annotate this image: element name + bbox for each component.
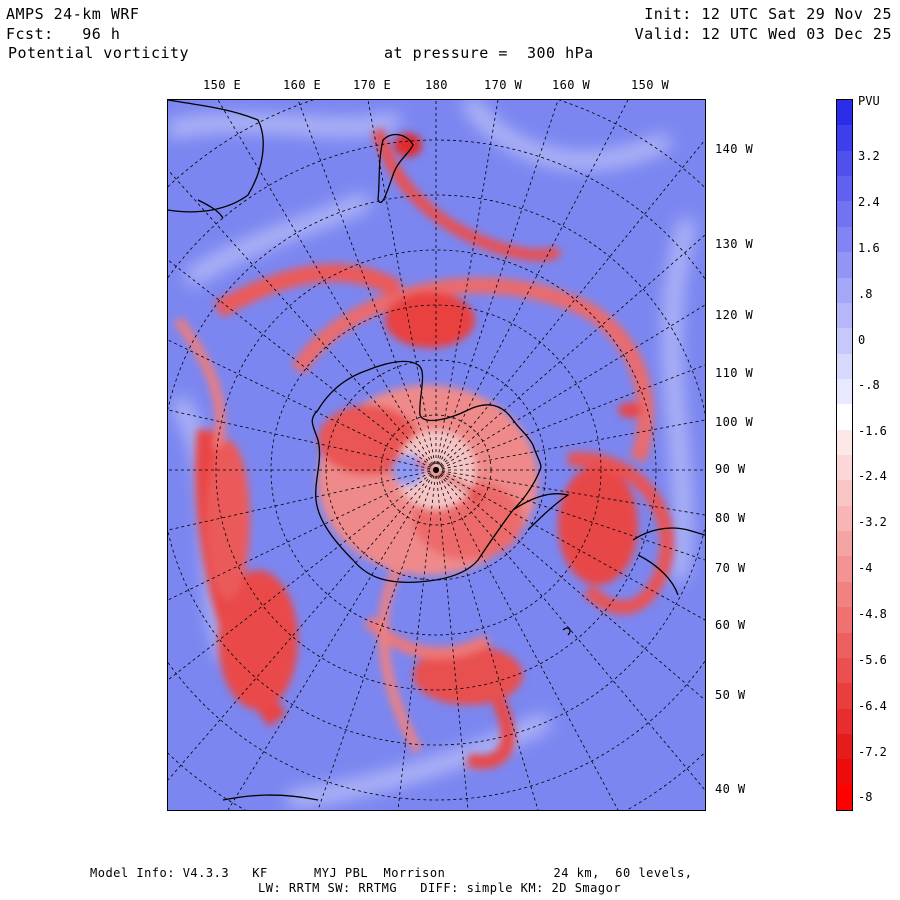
coastlines xyxy=(168,100,705,801)
colorbar-tick: 0 xyxy=(858,333,866,347)
valid-time: Valid: 12 UTC Wed 03 Dec 25 xyxy=(634,25,892,43)
colorbar-swatch xyxy=(837,125,852,152)
colorbar-tick: -5.6 xyxy=(858,653,887,667)
colorbar-swatch xyxy=(837,784,852,810)
colorbar-swatch xyxy=(837,226,852,253)
lon-label: 40 W xyxy=(715,782,746,796)
colorbar xyxy=(836,99,853,811)
colorbar-swatch xyxy=(837,328,852,355)
pv-map xyxy=(167,99,706,811)
forecast-hour: Fcst: 96 h xyxy=(6,25,121,43)
lon-label: 140 W xyxy=(715,142,754,156)
colorbar-tick: -1.6 xyxy=(858,424,887,438)
colorbar-swatch xyxy=(837,302,852,329)
lon-label: 80 W xyxy=(715,511,746,525)
lon-label: 120 W xyxy=(715,308,754,322)
colorbar-swatch xyxy=(837,429,852,456)
lon-label: 170 W xyxy=(484,78,523,92)
colorbar-unit: PVU xyxy=(858,94,880,108)
lon-label: 150 E xyxy=(203,78,242,92)
lon-label: 160 W xyxy=(552,78,591,92)
colorbar-tick: .8 xyxy=(858,287,873,301)
lon-label: 100 W xyxy=(715,415,754,429)
colorbar-tick: 3.2 xyxy=(858,149,880,163)
colorbar-swatch xyxy=(837,556,852,583)
colorbar-tick: -6.4 xyxy=(858,699,887,713)
colorbar-swatch xyxy=(837,277,852,304)
colorbar-swatch xyxy=(837,455,852,481)
colorbar-tick: -4.8 xyxy=(858,607,887,621)
colorbar-swatch xyxy=(837,733,852,760)
colorbar-tick: -4 xyxy=(858,561,873,575)
pv-field-svg xyxy=(168,100,705,810)
graticule xyxy=(168,100,705,810)
lon-label: 90 W xyxy=(715,462,746,476)
lon-label: 150 W xyxy=(631,78,670,92)
lon-label: 160 E xyxy=(283,78,322,92)
colorbar-tick: -.8 xyxy=(858,378,880,392)
colorbar-tick: -3.2 xyxy=(858,515,887,529)
lon-label: 130 W xyxy=(715,237,754,251)
colorbar-swatch xyxy=(837,759,852,786)
lon-label: 110 W xyxy=(715,366,754,380)
colorbar-swatch xyxy=(837,176,852,202)
colorbar-swatch xyxy=(837,150,852,177)
lon-label: 170 E xyxy=(353,78,392,92)
colorbar-swatch xyxy=(837,404,852,431)
colorbar-swatch xyxy=(837,252,852,278)
colorbar-swatch xyxy=(837,480,852,507)
colorbar-swatch xyxy=(837,657,852,684)
model-title: AMPS 24-km WRF xyxy=(6,5,140,23)
lon-label: 50 W xyxy=(715,688,746,702)
colorbar-swatch xyxy=(837,683,852,710)
init-time: Init: 12 UTC Sat 29 Nov 25 xyxy=(644,5,892,23)
colorbar-swatch xyxy=(837,531,852,557)
lon-label: 70 W xyxy=(715,561,746,575)
colorbar-tick: 2.4 xyxy=(858,195,880,209)
colorbar-swatch xyxy=(837,505,852,532)
colorbar-swatch xyxy=(837,581,852,608)
pressure-level: at pressure = 300 hPa xyxy=(384,44,594,62)
lon-label: 60 W xyxy=(715,618,746,632)
colorbar-swatch xyxy=(837,708,852,735)
colorbar-swatch xyxy=(837,100,852,126)
colorbar-swatch xyxy=(837,632,852,659)
colorbar-tick: 1.6 xyxy=(858,241,880,255)
physics-info: LW: RRTM SW: RRTMG DIFF: simple KM: 2D S… xyxy=(258,881,622,895)
field-name: Potential vorticity xyxy=(8,44,190,62)
colorbar-tick: -8 xyxy=(858,790,873,804)
colorbar-tick: -2.4 xyxy=(858,469,887,483)
lon-label: 180 xyxy=(425,78,448,92)
colorbar-swatch xyxy=(837,607,852,633)
colorbar-swatch xyxy=(837,201,852,228)
colorbar-tick: -7.2 xyxy=(858,745,887,759)
colorbar-swatch xyxy=(837,353,852,380)
colorbar-swatch xyxy=(837,378,852,405)
model-info: Model Info: V4.3.3 KF MYJ PBL Morrison 2… xyxy=(90,866,693,880)
